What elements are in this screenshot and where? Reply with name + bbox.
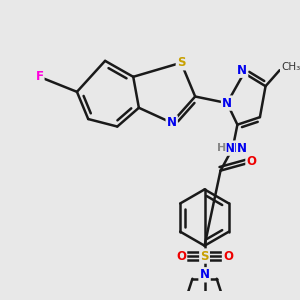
Text: CH₃: CH₃: [281, 62, 300, 72]
Text: O: O: [176, 250, 186, 262]
Text: S: S: [177, 56, 185, 69]
Text: F: F: [35, 70, 44, 83]
Text: N: N: [167, 116, 177, 129]
Text: NH: NH: [225, 142, 244, 154]
Text: N: N: [237, 64, 247, 77]
Text: N: N: [200, 268, 210, 281]
Text: N: N: [236, 142, 247, 154]
Text: N: N: [222, 97, 232, 110]
Text: O: O: [247, 155, 256, 168]
Text: S: S: [200, 250, 209, 262]
Text: O: O: [223, 250, 233, 262]
Text: H: H: [217, 143, 226, 153]
